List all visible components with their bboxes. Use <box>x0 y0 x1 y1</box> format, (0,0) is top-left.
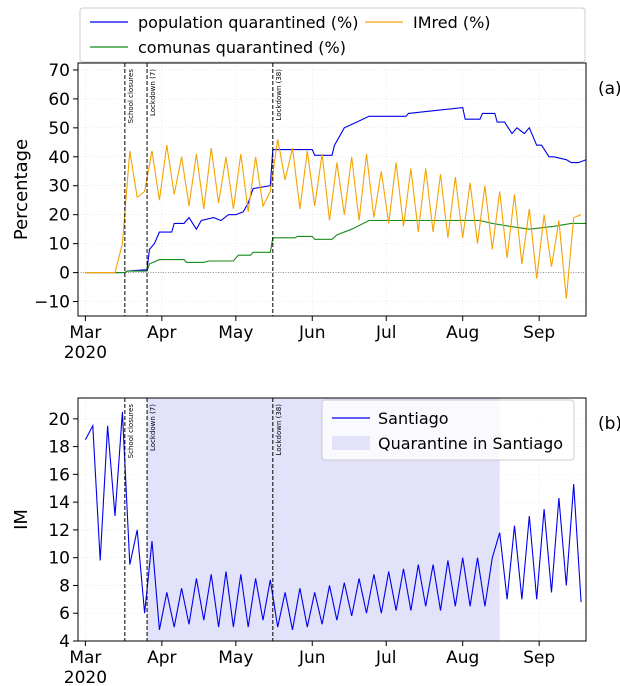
event-label: School closures <box>127 404 135 459</box>
y-tick-label: 20 <box>48 410 70 430</box>
x-tick-label: Jun <box>298 648 326 668</box>
legend-swatch <box>332 436 370 450</box>
plot-frame <box>77 397 587 642</box>
x-tick-label: Apr <box>147 323 176 343</box>
y-tick-label: 50 <box>48 119 70 139</box>
x-tick-label: Aug <box>446 323 479 343</box>
y-axis-label: Percentage <box>11 139 32 240</box>
y-tick-label: 60 <box>48 90 70 110</box>
y-tick-label: 40 <box>48 148 70 168</box>
y-tick-label: 0 <box>59 264 70 284</box>
legend-label: Santiago <box>378 409 449 428</box>
event-label: Lockdown (7) <box>149 404 157 451</box>
series-line <box>85 139 582 299</box>
x-tick-label: Sep <box>523 323 555 343</box>
x-tick-label: Apr <box>147 648 176 668</box>
y-tick-label: 14 <box>48 493 70 513</box>
y-tick-label: 30 <box>48 177 70 197</box>
event-label: Lockdown (38) <box>275 69 283 121</box>
x-tick-label: Aug <box>446 648 479 668</box>
event-label: Lockdown (38) <box>275 404 283 456</box>
x-tick-label: Jul <box>375 648 397 668</box>
y-tick-label: 8 <box>59 576 70 596</box>
x-tick-label: Sep <box>523 648 555 668</box>
x-tick-label: May <box>218 648 253 668</box>
series-line <box>85 107 587 274</box>
y-tick-label: 6 <box>59 604 70 624</box>
legend-label: population quarantined (%) <box>138 13 358 32</box>
event-label: Lockdown (7) <box>149 69 157 116</box>
y-tick-label: 18 <box>48 438 70 458</box>
x-tick-label: Jul <box>375 323 397 343</box>
y-tick-label: −10 <box>34 293 70 313</box>
y-tick-label: 12 <box>48 521 70 541</box>
x-tick-label: Mar 2020 <box>64 648 107 686</box>
plot-frame <box>77 62 587 317</box>
panel-label: (a) <box>598 79 620 99</box>
y-tick-label: 4 <box>59 632 70 652</box>
x-tick-label: Mar 2020 <box>64 323 107 363</box>
series-line <box>84 411 582 631</box>
legend-box <box>321 399 575 461</box>
y-tick-label: 10 <box>48 549 70 569</box>
y-tick-label: 16 <box>48 465 70 485</box>
legend-label: Quarantine in Santiago <box>378 434 563 453</box>
y-axis-label: IM <box>11 509 32 530</box>
event-label: School closures <box>127 69 135 124</box>
legend-box <box>79 7 586 63</box>
legend-label: comunas quarantined (%) <box>138 38 346 57</box>
y-tick-label: 20 <box>48 206 70 226</box>
x-tick-label: Jun <box>298 323 326 343</box>
y-tick-label: 10 <box>48 235 70 255</box>
x-tick-label: May <box>218 323 253 343</box>
y-tick-label: 70 <box>48 61 70 81</box>
panel-label: (b) <box>598 414 620 434</box>
legend-label: IMred (%) <box>413 13 491 32</box>
